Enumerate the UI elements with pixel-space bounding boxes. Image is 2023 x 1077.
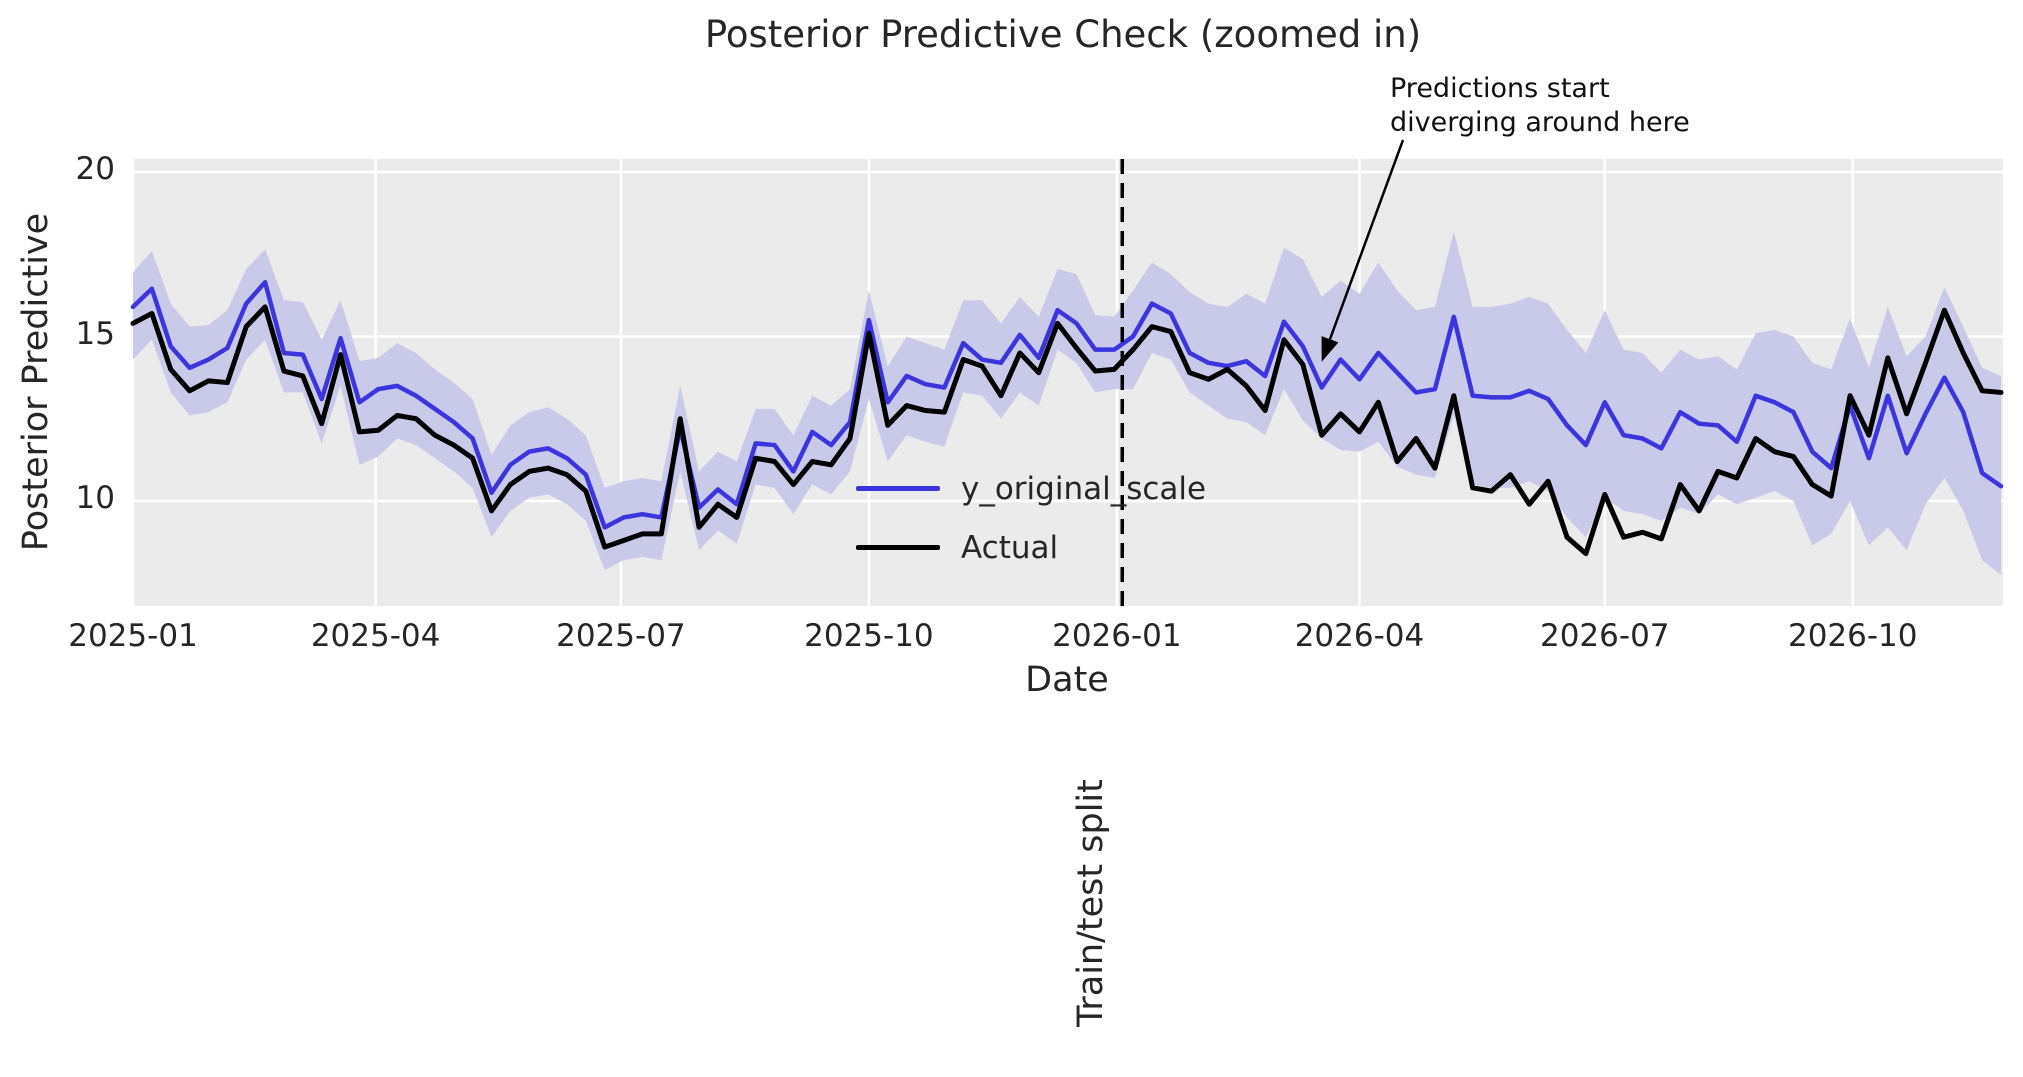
x-tick-label: 2025-07 [556,618,686,654]
x-tick-label: 2025-10 [804,618,934,654]
legend-label-y-original-scale: y_original_scale [961,470,1207,507]
annotation-text: Predictions start diverging around here [1390,72,1690,140]
annotation-arrow-line [1328,139,1405,340]
x-tick-label: 2026-07 [1539,618,1670,654]
legend-line-sample-blue [856,486,940,491]
train-test-split-label: Train/test split [1071,779,1111,1027]
uncertainty-band [133,231,2001,576]
legend: y_original_scale Actual [856,459,1206,577]
legend-label-actual: Actual [961,529,1059,566]
series-line-y-original-scale [130,279,2004,530]
x-tick-label: 2026-10 [1787,618,1918,654]
annotation-line-2: diverging around here [1390,107,1690,138]
chart-title: Posterior Predictive Check (zoomed in) [704,13,1422,56]
x-tick-label: 2025-01 [68,618,198,654]
x-tick-label: 2026-01 [1052,618,1182,654]
annotation-arrow-head [1321,336,1339,362]
legend-item-y-original-scale: y_original_scale [856,459,1206,518]
x-axis-label: Date [1025,660,1109,700]
series-line-actual [130,304,2004,557]
y-tick-label: 10 [75,480,115,516]
y-tick-label: 15 [75,315,115,352]
x-tick-label: 2026-04 [1294,618,1425,654]
legend-line-sample-black [856,545,940,550]
annotation-line-1: Predictions start [1390,73,1610,104]
y-tick-label: 20 [75,151,115,187]
legend-item-actual: Actual [856,518,1206,577]
x-tick-label: 2025-04 [310,618,441,654]
